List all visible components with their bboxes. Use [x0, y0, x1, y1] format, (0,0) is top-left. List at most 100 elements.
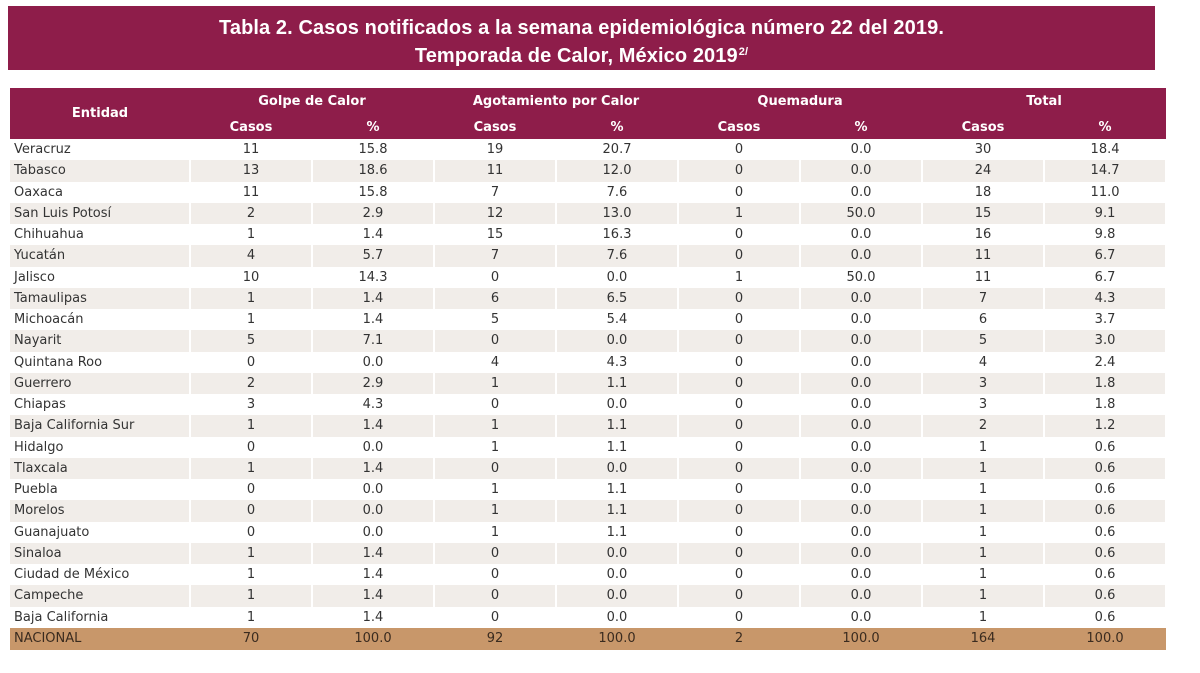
value-cell: 1.2 [1044, 415, 1168, 437]
value-cell: 0.0 [800, 309, 924, 331]
value-cell: 0 [678, 394, 802, 416]
value-cell: 0 [678, 415, 802, 437]
value-cell: 1.1 [556, 521, 680, 543]
value-cell: 1 [922, 500, 1046, 522]
state-name-cell: Tamaulipas [10, 287, 191, 309]
value-cell: 6 [434, 287, 557, 309]
value-cell: 0.6 [1044, 585, 1168, 607]
value-cell: 10 [190, 266, 313, 288]
table-row: San Luis Potosí 2 2.9 12 13.0 1 50.0 15 9.1 [10, 202, 1168, 224]
value-cell: 0 [190, 351, 313, 373]
value-cell: 0 [434, 606, 557, 628]
value-cell: 1 [922, 457, 1046, 479]
table-body: Veracruz 11 15.8 19 20.7 0 0.0 30 18.4 Tabasco 13 1… [10, 139, 1168, 628]
value-cell: 11 [190, 139, 313, 161]
value-cell: 0 [190, 436, 313, 458]
table-title-line-2: Temporada de Calor, México 20192/ [8, 40, 1155, 68]
total-cell: 100.0 [800, 627, 923, 650]
table-row: Chihuahua 1 1.4 15 16.3 0 0.0 16 9.8 [10, 224, 1168, 246]
value-cell: 0.6 [1044, 436, 1168, 458]
state-name-cell: Tlaxcala [10, 457, 191, 479]
value-cell: 0.6 [1044, 500, 1168, 522]
value-cell: 2 [190, 372, 313, 394]
value-cell: 1 [190, 542, 313, 564]
header-quemadura: Quemadura [678, 88, 923, 115]
value-cell: 0 [678, 500, 802, 522]
state-name-cell: Baja California Sur [10, 415, 191, 437]
value-cell: 1 [434, 500, 557, 522]
value-cell: 13 [190, 160, 313, 182]
value-cell: 1 [190, 415, 313, 437]
value-cell: 24 [922, 160, 1046, 182]
table-row: Ciudad de México 1 1.4 0 0.0 0 0.0 1 0.6 [10, 564, 1168, 586]
value-cell: 1.4 [312, 542, 435, 564]
table-row: Veracruz 11 15.8 19 20.7 0 0.0 30 18.4 [10, 139, 1168, 161]
total-cell: 100.0 [312, 627, 434, 650]
value-cell: 0.0 [800, 436, 924, 458]
state-name-cell: Guanajuato [10, 521, 191, 543]
value-cell: 0.0 [800, 245, 924, 267]
value-cell: 20.7 [556, 139, 680, 161]
value-cell: 0.0 [800, 224, 924, 246]
value-cell: 7 [922, 287, 1046, 309]
value-cell: 0.0 [312, 500, 435, 522]
value-cell: 1.4 [312, 585, 435, 607]
subheader-percent: % [1044, 115, 1167, 139]
value-cell: 0.0 [800, 500, 924, 522]
value-cell: 3.7 [1044, 309, 1168, 331]
state-name-cell: Chihuahua [10, 224, 191, 246]
value-cell: 1 [434, 436, 557, 458]
cases-table: Entidad Golpe de Calor Agotamiento por C… [10, 88, 1168, 650]
value-cell: 11 [922, 245, 1046, 267]
value-cell: 1.1 [556, 415, 680, 437]
value-cell: 18 [922, 181, 1046, 203]
value-cell: 1.1 [556, 500, 680, 522]
value-cell: 0 [678, 309, 802, 331]
total-cell: 2 [678, 627, 801, 650]
state-name-cell: Yucatán [10, 245, 191, 267]
value-cell: 0 [678, 542, 802, 564]
state-name-cell: Campeche [10, 585, 191, 607]
value-cell: 5 [922, 330, 1046, 352]
value-cell: 3 [190, 394, 313, 416]
value-cell: 1 [190, 606, 313, 628]
value-cell: 0 [190, 500, 313, 522]
value-cell: 6.7 [1044, 266, 1168, 288]
value-cell: 11 [434, 160, 557, 182]
value-cell: 0 [678, 245, 802, 267]
value-cell: 2 [922, 415, 1046, 437]
value-cell: 1 [190, 309, 313, 331]
table-row: Oaxaca 11 15.8 7 7.6 0 0.0 18 11.0 [10, 181, 1168, 203]
value-cell: 1.4 [312, 606, 435, 628]
subheader-casos: Casos [190, 115, 312, 139]
value-cell: 5.7 [312, 245, 435, 267]
value-cell: 1.4 [312, 415, 435, 437]
value-cell: 3.0 [1044, 330, 1168, 352]
table-footer: NACIONAL 70 100.0 92 100.0 2 100.0 164 1… [10, 627, 1167, 650]
value-cell: 1 [922, 564, 1046, 586]
value-cell: 1 [190, 585, 313, 607]
value-cell: 0 [678, 585, 802, 607]
value-cell: 0.0 [800, 372, 924, 394]
value-cell: 15.8 [312, 139, 435, 161]
value-cell: 15 [922, 202, 1046, 224]
value-cell: 6.5 [556, 287, 680, 309]
value-cell: 0.0 [800, 542, 924, 564]
value-cell: 0.0 [800, 564, 924, 586]
value-cell: 11.0 [1044, 181, 1168, 203]
table-row: Sinaloa 1 1.4 0 0.0 0 0.0 1 0.6 [10, 542, 1168, 564]
value-cell: 1.1 [556, 436, 680, 458]
value-cell: 0 [190, 479, 313, 501]
value-cell: 13.0 [556, 202, 680, 224]
header-golpe-de-calor: Golpe de Calor [190, 88, 434, 115]
value-cell: 0 [678, 436, 802, 458]
subheader-percent: % [312, 115, 434, 139]
value-cell: 1.4 [312, 287, 435, 309]
value-cell: 0.0 [800, 521, 924, 543]
subheader-percent: % [556, 115, 679, 139]
value-cell: 1.1 [556, 479, 680, 501]
value-cell: 9.1 [1044, 202, 1168, 224]
table-row: Baja California Sur 1 1.4 1 1.1 0 0.0 2 1.2 [10, 415, 1168, 437]
value-cell: 0 [678, 287, 802, 309]
subheader-casos: Casos [922, 115, 1045, 139]
